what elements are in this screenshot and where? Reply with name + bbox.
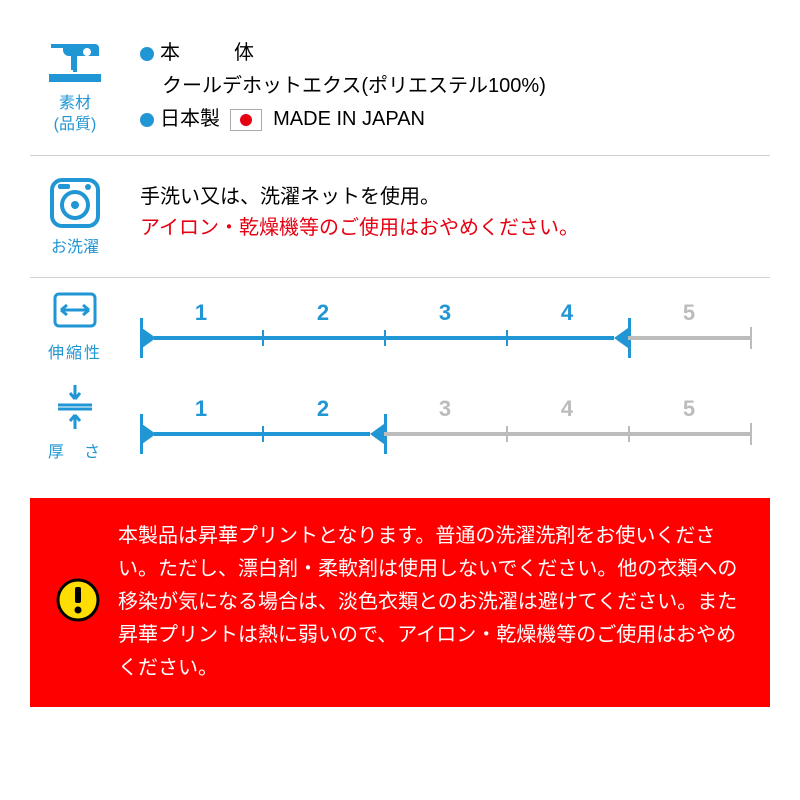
scale-number: 2 [317, 396, 329, 422]
material-icon-col: 素材 (品質) [30, 38, 120, 136]
warning-box: 本製品は昇華プリントとなります。普通の洗濯洗剤をお使いください。ただし、漂白剤・… [30, 498, 770, 707]
washing-icon-label: お洗濯 [30, 238, 120, 259]
washing-section: お洗濯 手洗い又は、洗濯ネットを使用。 アイロン・乾燥機等のご使用はおやめくださ… [30, 156, 770, 277]
scale-number: 4 [561, 300, 573, 326]
scale-number: 4 [561, 396, 573, 422]
thickness-icon [52, 383, 98, 429]
bullet-icon [140, 47, 154, 61]
scale-number: 3 [439, 396, 451, 422]
thickness-scale: 1 2 3 4 5 [140, 392, 770, 452]
scale-number: 5 [683, 300, 695, 326]
thickness-label: 厚 さ [30, 438, 120, 462]
material-content: 本体 クールデホットエクス(ポリエステル100%) 日本製 MADE IN JA… [120, 38, 770, 137]
stretch-section: 伸縮性 1 2 3 4 5 [30, 278, 770, 371]
material-icon-label: 素材 (品質) [30, 94, 120, 136]
scale-number: 1 [195, 396, 207, 422]
washing-icon-col: お洗濯 [30, 174, 120, 259]
washing-line1: 手洗い又は、洗濯ネットを使用。 [140, 182, 770, 213]
stretch-icon-col: 伸縮性 [30, 290, 120, 363]
warning-icon [56, 578, 100, 627]
stretch-label: 伸縮性 [30, 339, 120, 363]
stretch-icon [47, 290, 103, 330]
material-line1: 本体 [140, 38, 770, 69]
scale-number: 3 [439, 300, 451, 326]
washing-machine-icon [46, 174, 104, 232]
warning-text: 本製品は昇華プリントとなります。普通の洗濯洗剤をお使いください。ただし、漂白剤・… [118, 520, 744, 685]
thickness-section: 厚 さ 1 2 3 4 5 [30, 371, 770, 470]
stretch-scale: 1 2 3 4 5 [140, 296, 770, 356]
material-line3: 日本製 MADE IN JAPAN [140, 104, 770, 135]
scale-number: 5 [683, 396, 695, 422]
washing-line2: アイロン・乾燥機等のご使用はおやめください。 [140, 213, 770, 244]
bullet-icon [140, 113, 154, 127]
thickness-icon-col: 厚 さ [30, 383, 120, 462]
material-section: 素材 (品質) 本体 クールデホットエクス(ポリエステル100%) 日本製 MA… [30, 20, 770, 155]
material-line2: クールデホットエクス(ポリエステル100%) [140, 71, 770, 102]
scale-number: 1 [195, 300, 207, 326]
scale-number: 2 [317, 300, 329, 326]
sewing-machine-icon [45, 38, 105, 88]
japan-flag-icon [230, 109, 262, 131]
washing-content: 手洗い又は、洗濯ネットを使用。 アイロン・乾燥機等のご使用はおやめください。 [120, 174, 770, 244]
